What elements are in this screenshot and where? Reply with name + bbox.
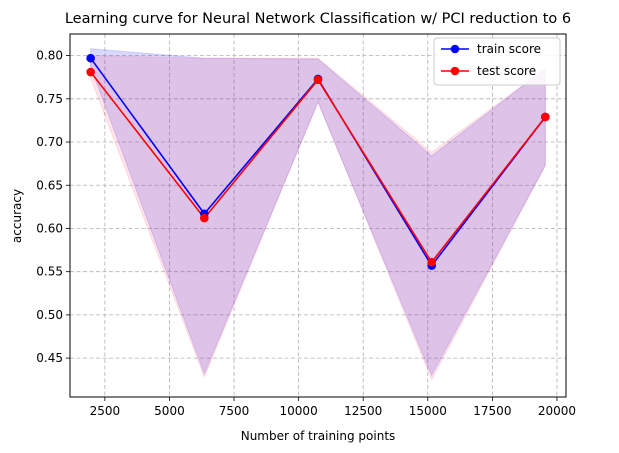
band-test-score [90, 55, 546, 381]
point-test-score [427, 257, 436, 267]
point-test-score [541, 112, 550, 122]
legend-label-train-score: train score [477, 42, 541, 56]
x-tick-label: 12500 [344, 404, 382, 418]
point-test-score [200, 213, 209, 223]
grid-lines [70, 34, 566, 397]
x-tick-label: 17500 [473, 404, 511, 418]
legend: train score test score [433, 37, 561, 86]
y-tick-label: 0.50 [36, 308, 63, 322]
x-tick-label: 10000 [280, 404, 318, 418]
y-tick-label: 0.75 [36, 92, 63, 106]
x-tick-label: 7500 [219, 404, 250, 418]
y-tick-label: 0.65 [36, 178, 63, 192]
y-tick-label: 0.80 [36, 49, 63, 63]
band-train-score [90, 48, 546, 377]
y-axis-ticks: 0.45 0.50 0.55 0.60 0.65 0.70 0.75 0.80 [36, 49, 70, 365]
y-tick-label: 0.60 [36, 221, 63, 235]
x-tick-label: 15000 [409, 404, 447, 418]
point-test-score [86, 67, 95, 77]
legend-marker-train-score [450, 44, 460, 54]
x-tick-label: 5000 [154, 404, 185, 418]
point-test-score [313, 75, 323, 85]
x-tick-label: 2500 [90, 404, 121, 418]
y-tick-label: 0.55 [36, 265, 63, 279]
y-tick-label: 0.45 [36, 351, 63, 365]
series-markers [86, 53, 550, 270]
x-axis-ticks: 2500 5000 7500 10000 12500 15000 17500 20000 [90, 397, 576, 418]
x-tick-label: 20000 [538, 404, 576, 418]
point-train-score [86, 53, 95, 63]
legend-label-test-score: test score [477, 64, 536, 78]
y-axis-label: accuracy [10, 189, 24, 243]
std-bands [90, 48, 546, 381]
legend-marker-test-score [450, 66, 460, 76]
plot-frame [69, 33, 567, 398]
y-tick-label: 0.70 [36, 135, 63, 149]
x-axis-label: Number of training points [241, 429, 396, 443]
chart-title: Learning curve for Neural Network Classi… [65, 11, 571, 27]
